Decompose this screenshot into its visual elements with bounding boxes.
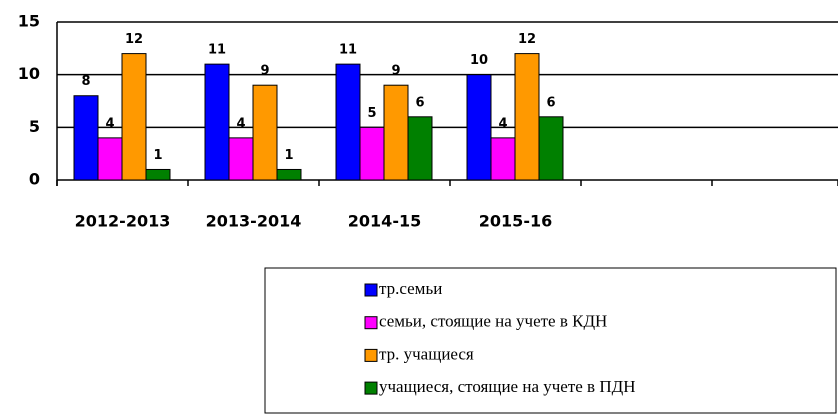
bar xyxy=(276,168,302,181)
data-label: 12 xyxy=(518,32,536,47)
y-tick-label: 0 xyxy=(29,170,40,189)
data-label: 12 xyxy=(125,32,143,47)
legend-marker xyxy=(364,316,378,330)
bar xyxy=(538,116,564,181)
bar xyxy=(335,63,361,181)
data-label: 4 xyxy=(105,116,114,131)
legend-box xyxy=(264,267,837,414)
data-label: 6 xyxy=(546,95,555,110)
data-label: 1 xyxy=(153,148,162,163)
bar xyxy=(407,116,433,181)
y-tick-label: 10 xyxy=(18,64,40,83)
data-label: 11 xyxy=(208,43,226,58)
x-tick-label: 2012-2013 xyxy=(75,212,171,231)
bar xyxy=(228,137,254,181)
legend-marker xyxy=(364,283,378,297)
x-tick-label: 2013-2014 xyxy=(206,212,302,231)
x-tick-label: 2014-15 xyxy=(348,212,421,231)
data-label: 8 xyxy=(81,74,90,89)
data-label: 5 xyxy=(367,106,376,121)
bar xyxy=(383,84,409,181)
data-label: 9 xyxy=(391,64,400,79)
data-label: 1 xyxy=(284,148,293,163)
bar xyxy=(252,84,278,181)
bar xyxy=(73,95,99,181)
data-label: 9 xyxy=(260,64,269,79)
y-tick-label: 15 xyxy=(18,12,40,31)
bar xyxy=(466,74,492,181)
legend-label: учащиеся, стоящие на учете в ПДН xyxy=(379,377,636,396)
bar xyxy=(359,126,385,181)
legend-marker xyxy=(364,381,378,395)
data-label: 6 xyxy=(415,95,424,110)
legend-label: семьи, стоящие на учете в КДН xyxy=(379,312,607,331)
bar xyxy=(204,63,230,181)
bar xyxy=(514,53,540,181)
data-label: 4 xyxy=(498,116,507,131)
legend-label: тр.семьи xyxy=(379,279,442,298)
data-label: 4 xyxy=(236,116,245,131)
legend-marker xyxy=(364,348,378,362)
bar xyxy=(490,137,516,181)
bar xyxy=(97,137,123,181)
data-label: 10 xyxy=(470,53,488,68)
legend-label: тр. учащиеся xyxy=(379,344,474,363)
bar xyxy=(145,168,171,181)
bar xyxy=(121,53,147,181)
data-label: 11 xyxy=(339,43,357,58)
y-tick-label: 5 xyxy=(29,117,40,136)
x-tick-label: 2015-16 xyxy=(479,212,552,231)
